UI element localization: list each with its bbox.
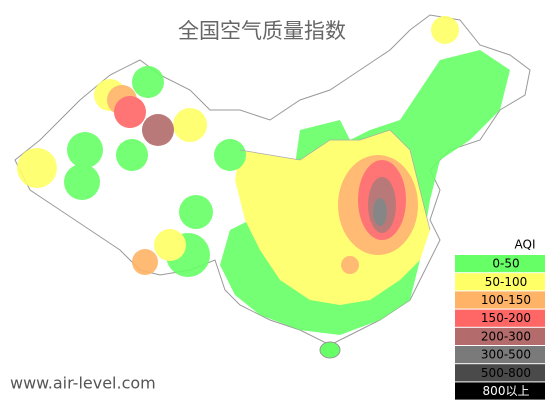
- legend-swatch: [455, 291, 545, 309]
- province-borders: [239, 129, 431, 231]
- green-spot: [116, 139, 148, 171]
- legend-swatch: [455, 364, 545, 382]
- green-spot: [214, 139, 246, 171]
- legend-label: 800以上: [483, 384, 530, 398]
- legend-label: 500-800: [481, 366, 531, 380]
- legend-title: AQI: [515, 238, 536, 252]
- brown-spot: [142, 114, 174, 146]
- dark-area: [373, 198, 387, 226]
- legend: AQI 0-50 50-100 100-150 150-200 200-300 300-5…: [455, 238, 545, 400]
- aqi-areas: [17, 16, 510, 335]
- yellow-spot: [17, 148, 57, 188]
- legend-swatch: [455, 309, 545, 327]
- legend-swatch: [455, 273, 545, 291]
- orange-spot: [132, 249, 158, 275]
- legend-swatch: [455, 382, 545, 400]
- china-map: [14, 14, 531, 359]
- red-spot: [114, 96, 146, 128]
- legend-label: 150-200: [481, 311, 531, 325]
- green-spot: [67, 132, 103, 168]
- legend-label: 50-100: [485, 275, 528, 289]
- green-spot: [132, 66, 164, 98]
- map-title: 全国空气质量指数: [178, 19, 346, 43]
- yellow-spot: [431, 16, 459, 44]
- legend-swatch: [455, 327, 545, 345]
- hainan: [319, 341, 341, 359]
- green-spot: [64, 164, 100, 200]
- yellow-spot: [154, 229, 186, 261]
- legend-swatch: [455, 255, 545, 273]
- yellow-spot: [173, 108, 207, 142]
- legend-label: 0-50: [492, 257, 519, 271]
- orange-spot: [341, 256, 359, 274]
- legend-label: 200-300: [481, 329, 531, 343]
- legend-label: 300-500: [481, 348, 531, 362]
- watermark: www.air-level.com: [10, 374, 156, 393]
- green-spot: [179, 195, 213, 229]
- legend-swatch: [455, 346, 545, 364]
- legend-label: 100-150: [481, 293, 531, 307]
